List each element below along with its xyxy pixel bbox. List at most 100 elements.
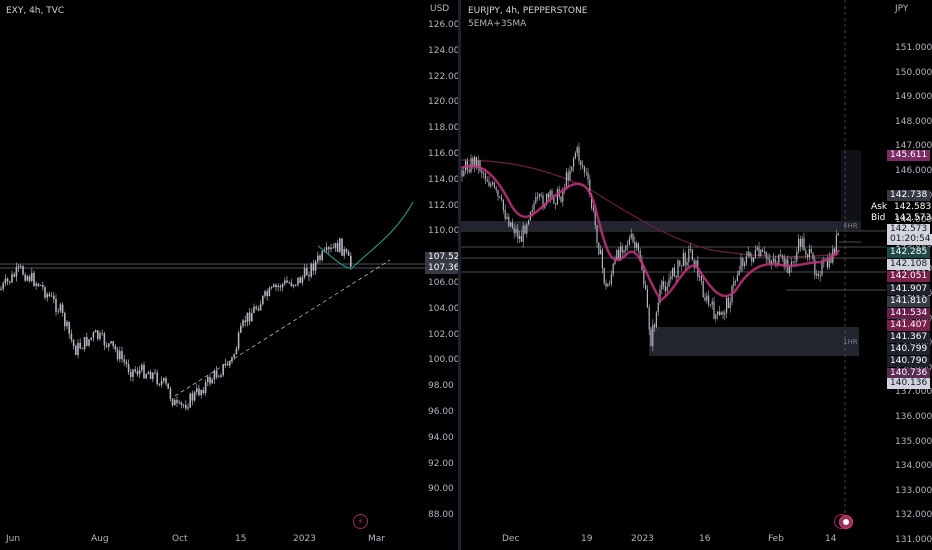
left-y-tick: 112.00: [428, 200, 458, 211]
candle-body: [497, 190, 499, 197]
candle-body: [310, 263, 312, 277]
candle-body: [279, 285, 282, 288]
candle-body: [86, 336, 88, 346]
candle-body: [88, 339, 90, 346]
candle-body: [727, 297, 729, 309]
candle-body: [321, 251, 323, 260]
candle-body: [176, 399, 178, 403]
left-y-tick: 102.00: [428, 329, 458, 340]
candle-body: [531, 210, 533, 212]
candle-body: [555, 203, 557, 205]
candle-body: [22, 266, 24, 275]
indicator-label[interactable]: 5EMA+3SMA: [468, 19, 527, 29]
left-y-tick: 90.00: [428, 484, 454, 495]
candle-body: [684, 252, 686, 266]
candle-body: [729, 302, 731, 309]
candle-body: [35, 283, 37, 286]
candle-body: [297, 277, 299, 285]
candle-body: [551, 190, 553, 196]
candle-body: [614, 259, 616, 265]
candle-body: [350, 255, 352, 267]
candle-body: [233, 354, 235, 358]
left-chart-pane[interactable]: EXY, 4h, TVC USD 126.00 124.00 122.00 120.0…: [0, 0, 458, 550]
right-x-tick: 2023: [631, 534, 654, 544]
candle-body: [92, 332, 95, 338]
left-symbol-title[interactable]: EXY, 4h, TVC: [6, 6, 65, 16]
projection-curve: [351, 201, 414, 269]
left-lightning-icon[interactable]: ⚡: [353, 514, 368, 529]
candle-body: [745, 256, 747, 264]
left-chart-canvas[interactable]: [0, 0, 458, 550]
candle-body: [769, 259, 771, 264]
candle-body: [702, 280, 704, 298]
candle-body: [97, 330, 99, 339]
candle-body: [585, 172, 587, 173]
candle-body: [492, 182, 494, 185]
left-y-tick: 120.00: [428, 97, 458, 108]
right-chart-pane[interactable]: EURJPY, 4h, PEPPERSTONE 5EMA+3SMA JPY 15…: [461, 0, 932, 550]
candle-body: [248, 312, 251, 322]
candle-body: [736, 275, 738, 281]
candle-body: [796, 251, 798, 262]
candle-body: [772, 258, 774, 262]
candle-body: [299, 277, 301, 283]
candle-body: [57, 311, 59, 313]
candle-body: [535, 196, 537, 204]
candle-body: [760, 249, 762, 257]
candle-body: [816, 273, 818, 276]
candle-body: [347, 251, 350, 256]
candle-body: [61, 304, 64, 313]
candle-body: [2, 283, 4, 289]
candle-body: [160, 380, 163, 385]
candle-body: [528, 220, 530, 225]
replay-dot-icon[interactable]: [839, 515, 853, 529]
candle-body: [220, 375, 222, 377]
candle-body: [700, 276, 702, 281]
candle-body: [749, 251, 751, 257]
pane-divider[interactable]: [458, 0, 461, 550]
candle-body: [169, 388, 172, 399]
candle-body: [101, 333, 103, 335]
candle-body: [286, 280, 288, 283]
left-y-tick: 118.00: [428, 123, 458, 134]
candle-body: [781, 255, 783, 258]
left-y-tick: 126.00: [428, 20, 458, 30]
candle-body: [574, 152, 576, 159]
candle-body: [204, 382, 207, 394]
candle-body: [792, 261, 794, 263]
candle-body: [149, 372, 152, 379]
candle-body: [668, 279, 670, 287]
forecast-shade: [841, 150, 861, 230]
right-y-tick: 138.000: [895, 363, 932, 374]
candle-body: [799, 238, 801, 247]
candle-body: [475, 156, 477, 168]
candle-body: [24, 274, 26, 281]
candle-body: [681, 265, 683, 266]
candle-body: [314, 261, 317, 271]
candle-body: [242, 320, 244, 326]
candle-body: [801, 238, 803, 247]
candle-body: [237, 332, 240, 349]
candle-body: [182, 404, 185, 406]
candle-body: [55, 299, 57, 312]
candle-body: [690, 248, 692, 250]
right-y-tick: 136.000: [895, 412, 932, 422]
candle-body: [814, 259, 816, 276]
right-symbol-title[interactable]: EURJPY, 4h, PEPPERSTONE: [468, 6, 588, 16]
candle-body: [808, 249, 810, 258]
right-x-tick: 16: [699, 534, 711, 544]
candle-body: [569, 170, 571, 181]
candle-body: [468, 169, 470, 173]
candle-body: [46, 293, 48, 298]
candle-body: [191, 393, 194, 401]
candle-body: [83, 336, 86, 350]
last-price-tag: 142.573: [887, 224, 931, 235]
candle-body: [213, 370, 216, 380]
candle-body: [504, 209, 506, 219]
candle-body: [520, 236, 522, 242]
right-chart-canvas[interactable]: [461, 0, 932, 550]
candle-body: [621, 246, 623, 253]
candle-body: [618, 250, 620, 260]
right-y-tick: 147.000: [895, 141, 932, 152]
right-x-tick: 19: [581, 534, 593, 544]
